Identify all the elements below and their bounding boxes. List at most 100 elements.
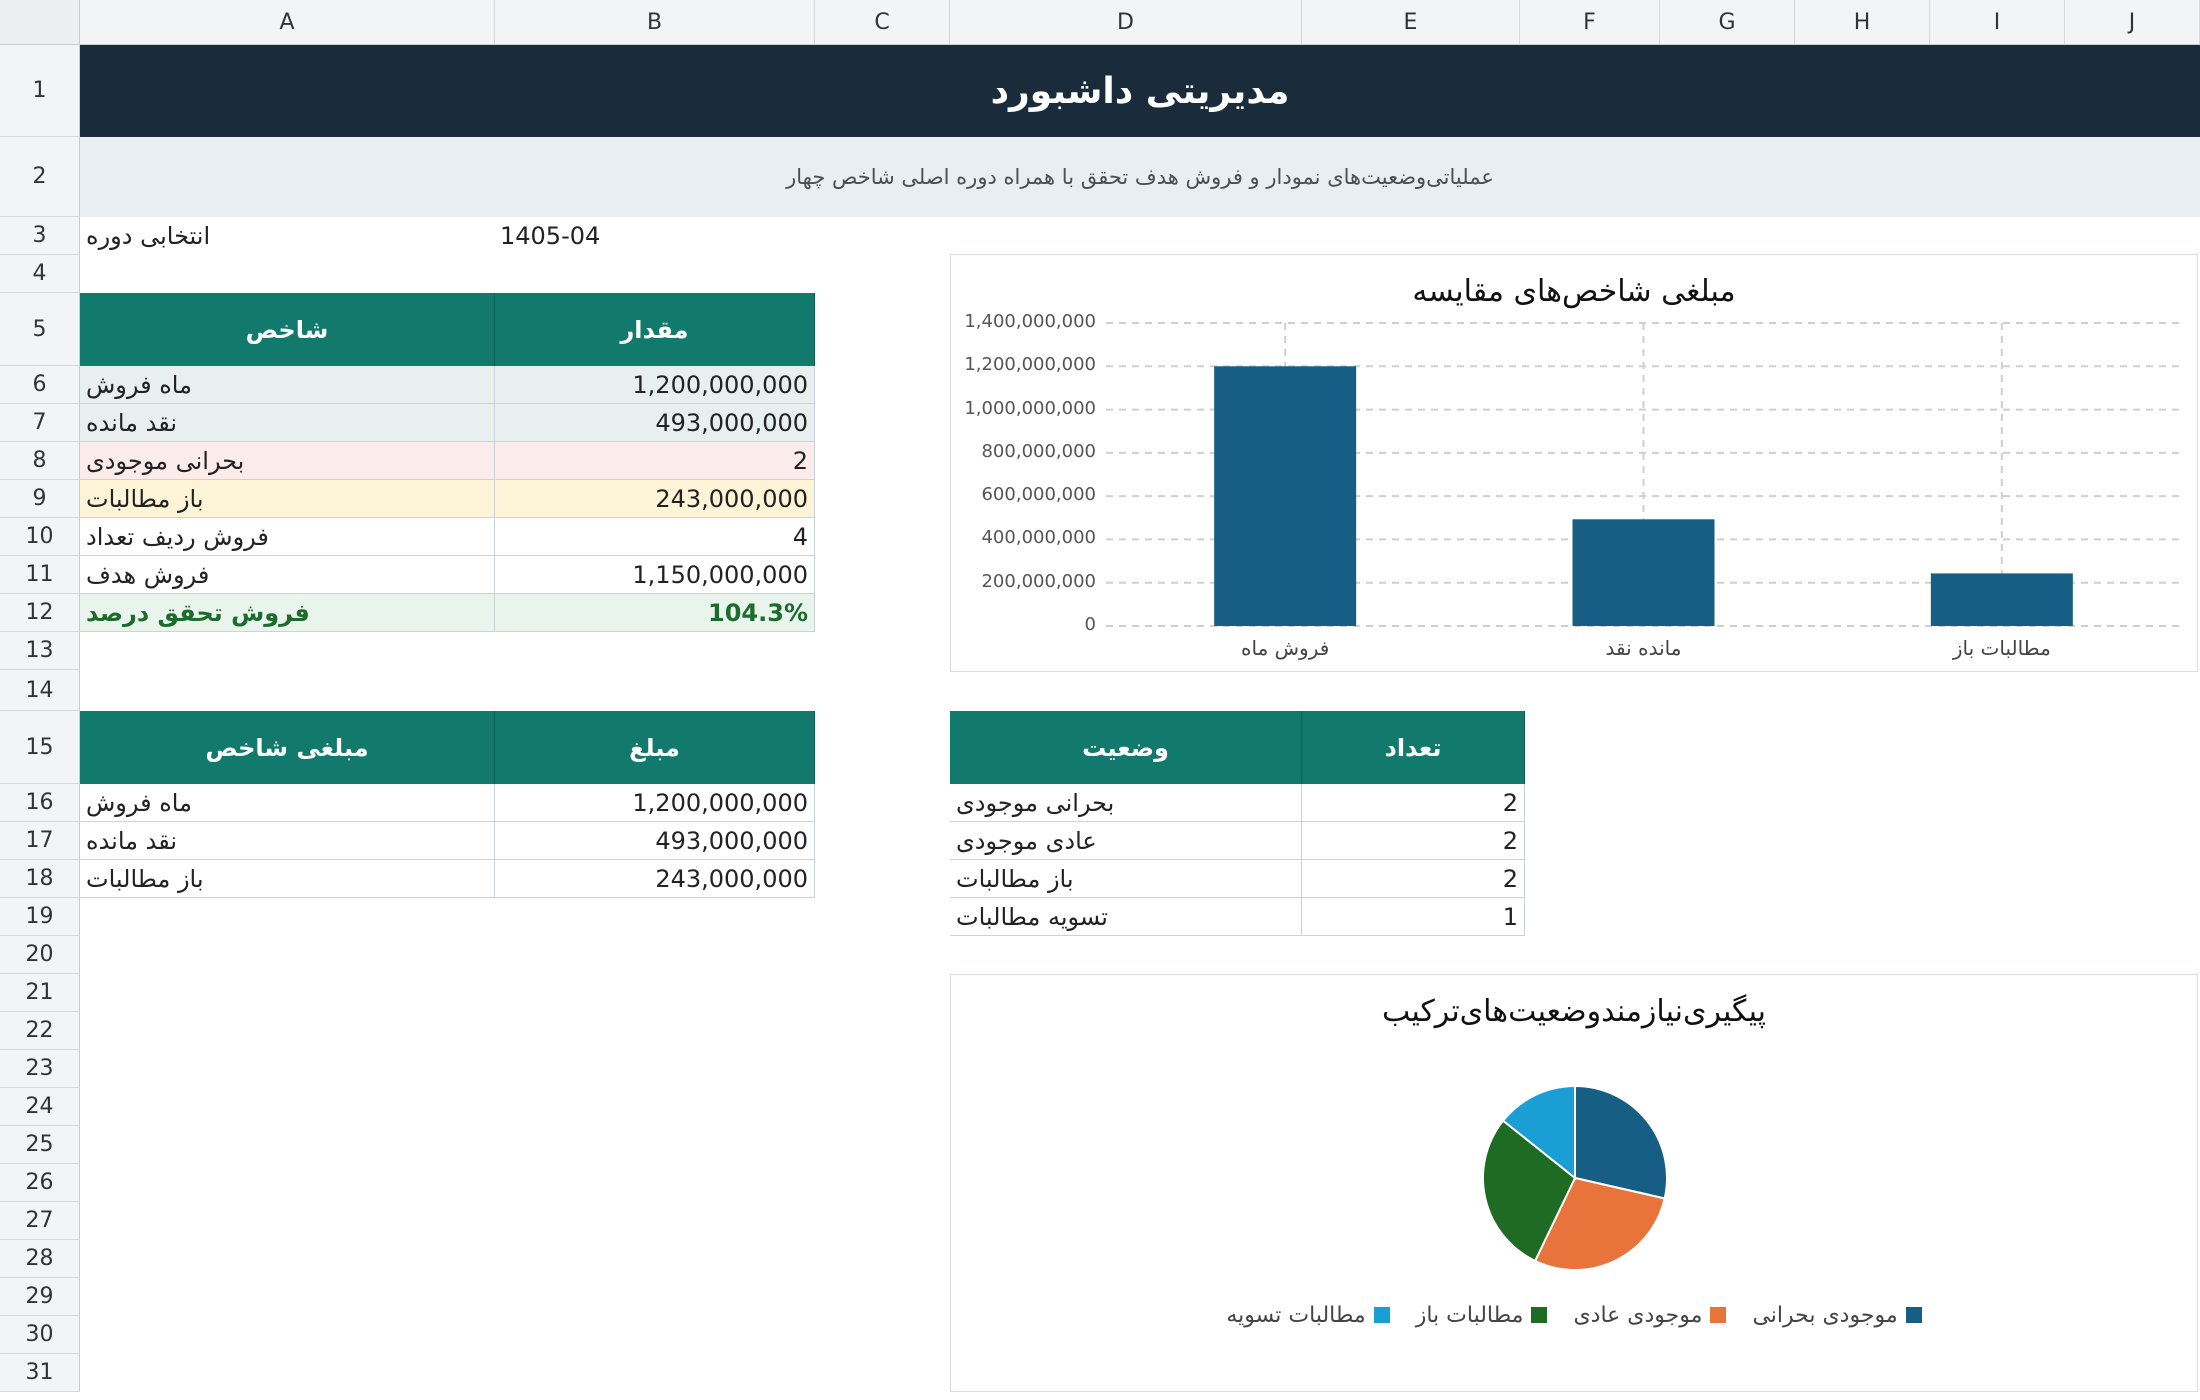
row-header-11[interactable]: 11 <box>0 556 80 594</box>
row-header-24[interactable]: 24 <box>0 1088 80 1126</box>
pie-slice-0[interactable] <box>1574 1084 1668 1200</box>
column-header-g[interactable]: G <box>1660 0 1795 45</box>
kpi-row-name: نقد مانده <box>80 404 495 442</box>
row-header-2[interactable]: 2 <box>0 137 80 217</box>
amount-row-value[interactable]: 1,200,000,000 <box>495 784 815 822</box>
column-header-d[interactable]: D <box>950 0 1302 45</box>
legend-swatch-icon <box>1905 1307 1922 1323</box>
row-header-26[interactable]: 26 <box>0 1164 80 1202</box>
row-header-17[interactable]: 17 <box>0 822 80 860</box>
pie-chart-card[interactable]: پیگیری‌نیازمندوضعیت‌های‌ترکیب موجودی بحر… <box>950 974 2198 1392</box>
row-header-15[interactable]: 15 <box>0 711 80 784</box>
dashboard-subtitle: عملیاتی‌وضعیت‌های نمودار و فروش هدف تحقق… <box>80 137 2200 217</box>
bar-y-tick-label: 200,000,000 <box>981 570 1096 592</box>
row-header-9[interactable]: 9 <box>0 480 80 518</box>
pie-slice-3[interactable] <box>1501 1084 1576 1181</box>
row-header-22[interactable]: 22 <box>0 1012 80 1050</box>
pie-legend-label: مطالبات باز <box>1415 1302 1524 1328</box>
pie-chart-title: پیگیری‌نیازمندوضعیت‌های‌ترکیب <box>1381 993 1767 1029</box>
row-header-20[interactable]: 20 <box>0 936 80 974</box>
kpi-row-value[interactable]: 493,000,000 <box>495 404 815 442</box>
column-header-c[interactable]: C <box>815 0 950 45</box>
row-header-16[interactable]: 16 <box>0 784 80 822</box>
pie-legend-label: موجودی بحرانی <box>1752 1302 1898 1328</box>
pie-legend-label: موجودی عادی <box>1573 1302 1703 1328</box>
select-all-corner[interactable] <box>0 0 80 45</box>
amount-header-value: مبلغ <box>495 711 815 784</box>
kpi-row-value[interactable]: 1,200,000,000 <box>495 366 815 404</box>
row-header-4[interactable]: 4 <box>0 255 80 293</box>
pie-legend-item[interactable]: موجودی بحرانی <box>1752 1297 1922 1333</box>
amount-row-value[interactable]: 243,000,000 <box>495 860 815 898</box>
dashboard-title: مدیریتی داشبورد <box>80 45 2200 137</box>
pie-legend-item[interactable]: مطالبات تسویه <box>1226 1297 1390 1333</box>
column-header-b[interactable]: B <box>495 0 815 45</box>
row-header-21[interactable]: 21 <box>0 974 80 1012</box>
bar-x-label: مطالبات باز <box>1952 636 2051 660</box>
bar-chart-plot <box>1106 322 2181 627</box>
row-header-12[interactable]: 12 <box>0 594 80 632</box>
row-header-28[interactable]: 28 <box>0 1240 80 1278</box>
kpi-row-value[interactable]: 1,150,000,000 <box>495 556 815 594</box>
pie-legend-item[interactable]: موجودی عادی <box>1573 1297 1727 1333</box>
column-header-i[interactable]: I <box>1930 0 2065 45</box>
kpi-header-name: شاخص <box>80 293 495 366</box>
amount-row-name: ماه فروش <box>80 784 495 822</box>
column-header-h[interactable]: H <box>1795 0 1930 45</box>
row-header-14[interactable]: 14 <box>0 670 80 711</box>
bar-y-tick-label: 1,400,000,000 <box>964 311 1096 332</box>
row-header-27[interactable]: 27 <box>0 1202 80 1240</box>
bar-y-tick-label: 400,000,000 <box>981 527 1096 549</box>
status-row-count[interactable]: 2 <box>1302 860 1525 898</box>
row-header-10[interactable]: 10 <box>0 518 80 556</box>
row-header-7[interactable]: 7 <box>0 404 80 442</box>
kpi-row-name: ماه فروش <box>80 366 495 404</box>
row-header-31[interactable]: 31 <box>0 1354 80 1392</box>
amount-row-value[interactable]: 493,000,000 <box>495 822 815 860</box>
bar-y-tick-label: 0 <box>1084 614 1096 635</box>
amount-row-name: باز مطالبات <box>80 860 495 898</box>
kpi-row-name: بحرانی موجودی <box>80 442 495 480</box>
row-header-30[interactable]: 30 <box>0 1316 80 1354</box>
pie-legend-item[interactable]: مطالبات باز <box>1416 1297 1548 1333</box>
kpi-row-value[interactable]: 2 <box>495 442 815 480</box>
row-header-3[interactable]: 3 <box>0 217 80 255</box>
kpi-row-value[interactable]: 243,000,000 <box>495 480 815 518</box>
bar-1[interactable] <box>1572 519 1715 626</box>
pie-slice-2[interactable] <box>1482 1119 1577 1263</box>
status-row-label: باز مطالبات <box>950 860 1302 898</box>
row-header-13[interactable]: 13 <box>0 632 80 670</box>
period-value[interactable]: 1405-04 <box>500 222 601 250</box>
kpi-row-value[interactable]: 4 <box>495 518 815 556</box>
column-header-j[interactable]: J <box>2065 0 2200 45</box>
bar-0[interactable] <box>1214 366 1357 626</box>
status-row-count[interactable]: 2 <box>1302 784 1525 822</box>
row-header-18[interactable]: 18 <box>0 860 80 898</box>
column-header-a[interactable]: A <box>80 0 495 45</box>
legend-swatch-icon <box>1373 1307 1390 1323</box>
status-header-count: تعداد <box>1302 711 1525 784</box>
status-header-status: وضعیت <box>950 711 1302 784</box>
kpi-row-name: باز مطالبات <box>80 480 495 518</box>
row-header-6[interactable]: 6 <box>0 366 80 404</box>
bar-y-tick-label: 800,000,000 <box>981 440 1096 462</box>
row-header-19[interactable]: 19 <box>0 898 80 936</box>
row-header-5[interactable]: 5 <box>0 293 80 366</box>
bar-y-tick-label: 1,200,000,000 <box>964 354 1096 376</box>
kpi-row-value[interactable]: 104.3% <box>495 594 815 632</box>
status-row-count[interactable]: 2 <box>1302 822 1525 860</box>
pie-slice-1[interactable] <box>1533 1176 1666 1271</box>
row-header-23[interactable]: 23 <box>0 1050 80 1088</box>
status-row-label: تسویه مطالبات <box>950 898 1302 936</box>
row-header-25[interactable]: 25 <box>0 1126 80 1164</box>
pie-chart-plot <box>1482 1084 1668 1271</box>
bar-2[interactable] <box>1930 573 2073 626</box>
status-row-count[interactable]: 1 <box>1302 898 1525 936</box>
kpi-row-name: فروش هدف <box>80 556 495 594</box>
bar-chart-card[interactable]: مبلغی شاخص‌های مقایسه 1,400,000,000 1,200… <box>950 254 2198 672</box>
column-header-f[interactable]: F <box>1520 0 1660 45</box>
row-header-8[interactable]: 8 <box>0 442 80 480</box>
row-header-1[interactable]: 1 <box>0 45 80 137</box>
column-header-e[interactable]: E <box>1302 0 1520 45</box>
row-header-29[interactable]: 29 <box>0 1278 80 1316</box>
